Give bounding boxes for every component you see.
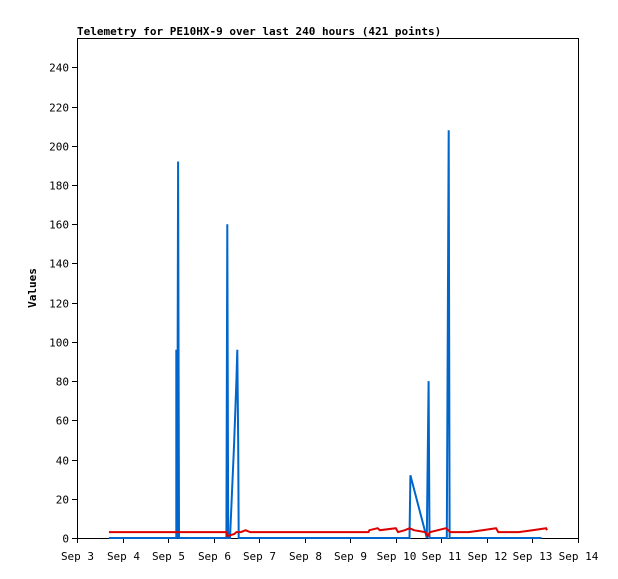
- x-tick-label: Sep 5: [152, 550, 185, 563]
- y-tick-label: 140: [49, 258, 69, 271]
- plot-area: [77, 38, 579, 539]
- x-tick-label: Sep 10: [377, 550, 417, 563]
- y-tick-label: 60: [56, 415, 69, 428]
- series-lines: [108, 130, 548, 539]
- x-axis-ticks: Sep 3 Sep 4 Sep 5 Sep 6 Sep 7 Sep 8 Sep 9 Sep 1…: [61, 538, 599, 563]
- series-line-2: [108, 527, 548, 538]
- y-tick-label: 100: [49, 337, 69, 350]
- x-tick-label: Sep 8: [289, 550, 322, 563]
- x-tick-label: Sep 7: [243, 550, 276, 563]
- x-tick-label: Sep 4: [107, 550, 140, 563]
- y-tick-label: 160: [49, 219, 69, 232]
- x-tick-label: Sep 14: [559, 550, 599, 563]
- y-tick-label: 200: [49, 141, 69, 154]
- y-tick-label: 0: [62, 533, 69, 546]
- chart-title: Telemetry for PE10HX-9 over last 240 hou…: [77, 25, 441, 38]
- y-tick-label: 40: [56, 455, 69, 468]
- y-tick-label: 240: [49, 62, 69, 75]
- y-tick-label: 80: [56, 376, 69, 389]
- y-tick-label: 120: [49, 298, 69, 311]
- x-tick-label: Sep 13: [513, 550, 553, 563]
- y-axis-ticks: 0 20 40 60 80 100 120 140 160 180 200 220 240: [49, 62, 77, 546]
- y-tick-label: 220: [49, 102, 69, 115]
- x-tick-label: Sep 3: [61, 550, 94, 563]
- x-tick-label: Sep 9: [334, 550, 367, 563]
- y-tick-label: 180: [49, 180, 69, 193]
- y-axis-label: Values: [26, 268, 39, 308]
- series-line-1: [108, 130, 542, 539]
- y-tick-label: 20: [56, 494, 69, 507]
- x-tick-label: Sep 6: [198, 550, 231, 563]
- x-tick-label: Sep 12: [468, 550, 508, 563]
- x-tick-label: Sep 11: [422, 550, 462, 563]
